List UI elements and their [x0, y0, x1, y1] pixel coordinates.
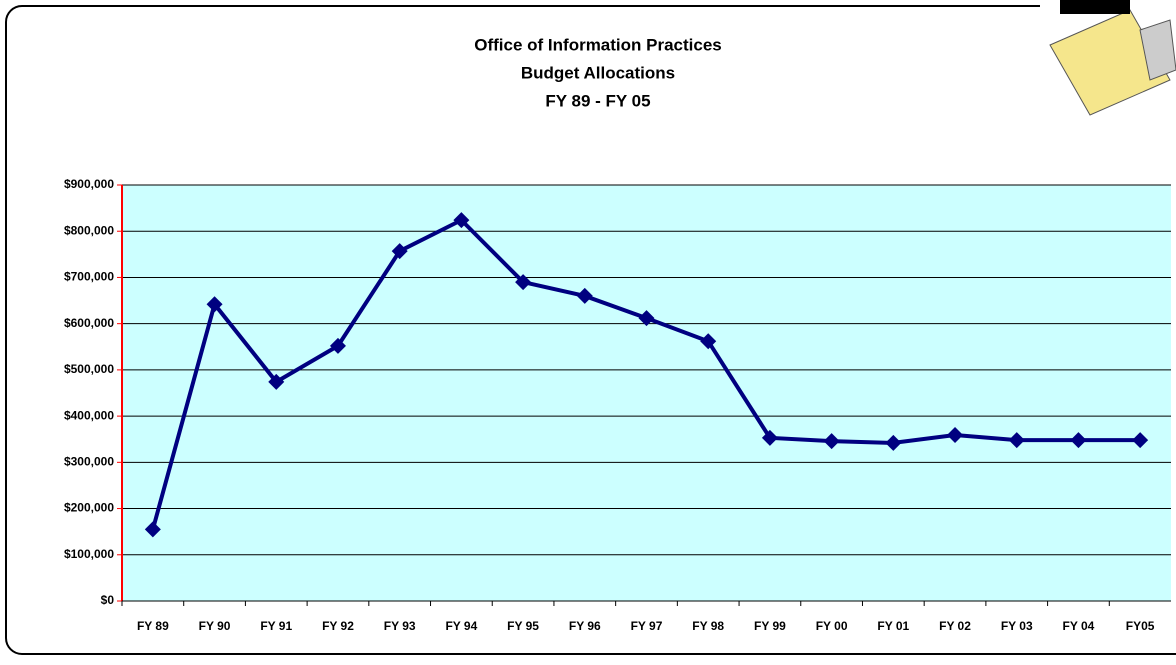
x-tick-label: FY 01	[877, 619, 909, 633]
x-tick-label: FY 96	[569, 619, 601, 633]
x-tick-label: FY 94	[445, 619, 477, 633]
y-tick-label: $300,000	[64, 455, 114, 469]
x-tick-label: FY 90	[199, 619, 231, 633]
y-tick-label: $800,000	[64, 223, 114, 237]
x-tick-label: FY 00	[816, 619, 848, 633]
clipart	[1040, 0, 1176, 160]
x-tick-label: FY 89	[137, 619, 169, 633]
plot-area	[122, 185, 1171, 601]
y-tick-label: $400,000	[64, 408, 114, 422]
x-tick-label: FY 99	[754, 619, 786, 633]
y-tick-label: $500,000	[64, 362, 114, 376]
chart-title: FY 89 - FY 05	[545, 91, 650, 110]
x-tick-label: FY 93	[384, 619, 416, 633]
chart-title: Budget Allocations	[521, 63, 675, 82]
y-tick-label: $100,000	[64, 547, 114, 561]
y-tick-label: $200,000	[64, 501, 114, 515]
x-tick-label: FY 02	[939, 619, 971, 633]
x-tick-label: FY 04	[1063, 619, 1095, 633]
y-tick-label: $900,000	[64, 177, 114, 191]
chart-title: Office of Information Practices	[474, 35, 722, 54]
y-tick-label: $700,000	[64, 270, 114, 284]
x-tick-label: FY 92	[322, 619, 354, 633]
x-tick-label: FY 97	[631, 619, 663, 633]
page: {"chart_data": {"type": "line", "title":…	[0, 0, 1176, 660]
x-tick-label: FY 03	[1001, 619, 1033, 633]
x-tick-label: FY 98	[692, 619, 724, 633]
x-tick-label: FY 95	[507, 619, 539, 633]
chart: Office of Information Practices Budget Al…	[0, 0, 1176, 660]
y-tick-label: $0	[101, 593, 115, 607]
x-tick-label: FY 91	[260, 619, 292, 633]
x-tick-label: FY05	[1126, 619, 1155, 633]
y-tick-label: $600,000	[64, 316, 114, 330]
